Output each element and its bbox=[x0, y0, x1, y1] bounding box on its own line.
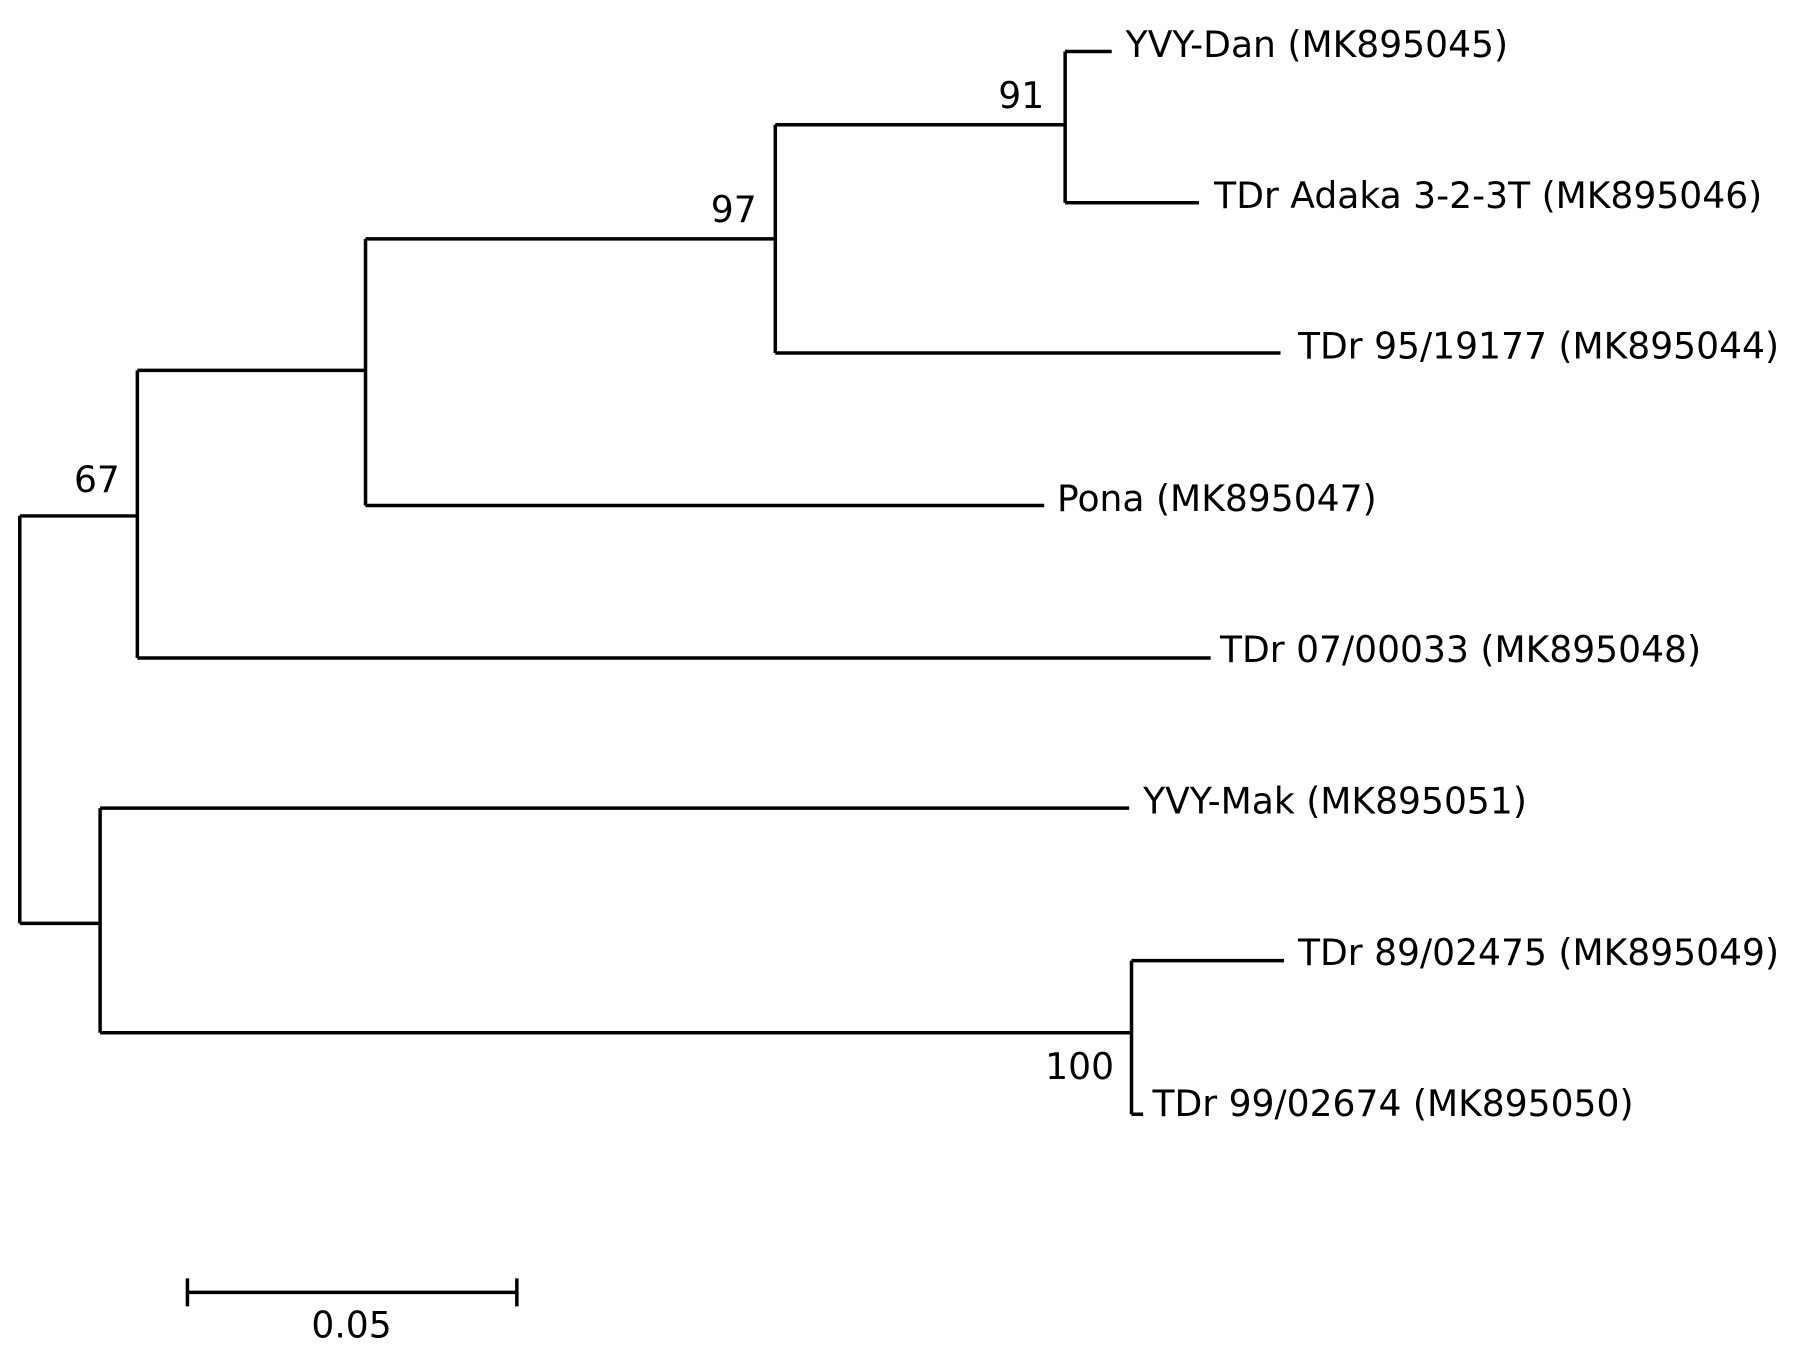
branch bbox=[1129, 958, 1285, 1117]
bootstrap-value: 100 bbox=[1045, 1046, 1114, 1088]
branch bbox=[1063, 49, 1200, 205]
leaf-label: TDr Adaka 3-2-3T (MK895046) bbox=[1213, 175, 1762, 217]
leaf-label: Pona (MK895047) bbox=[1057, 478, 1377, 520]
leaf-label: TDr 95/19177 (MK895044) bbox=[1297, 325, 1779, 367]
scale-bar bbox=[185, 1278, 519, 1307]
leaf-label: TDr 07/00033 (MK895048) bbox=[1219, 629, 1701, 671]
branch bbox=[773, 123, 1281, 355]
branch bbox=[363, 237, 1045, 508]
branches bbox=[18, 49, 1285, 1117]
branch bbox=[98, 806, 1132, 1035]
bootstrap-value: 67 bbox=[74, 459, 120, 501]
leaf-label: TDr 89/02475 (MK895049) bbox=[1297, 932, 1779, 974]
scale-label: 0.05 bbox=[311, 1304, 391, 1346]
bootstrap-value: 91 bbox=[998, 75, 1044, 117]
branch bbox=[135, 368, 1211, 660]
leaf-label: TDr 99/02674 (MK895050) bbox=[1151, 1083, 1633, 1125]
branch bbox=[18, 514, 138, 926]
leaf-label: YVY-Dan (MK895045) bbox=[1125, 24, 1508, 66]
leaf-label: YVY-Mak (MK895051) bbox=[1142, 780, 1527, 822]
bootstrap-value: 97 bbox=[711, 189, 757, 231]
